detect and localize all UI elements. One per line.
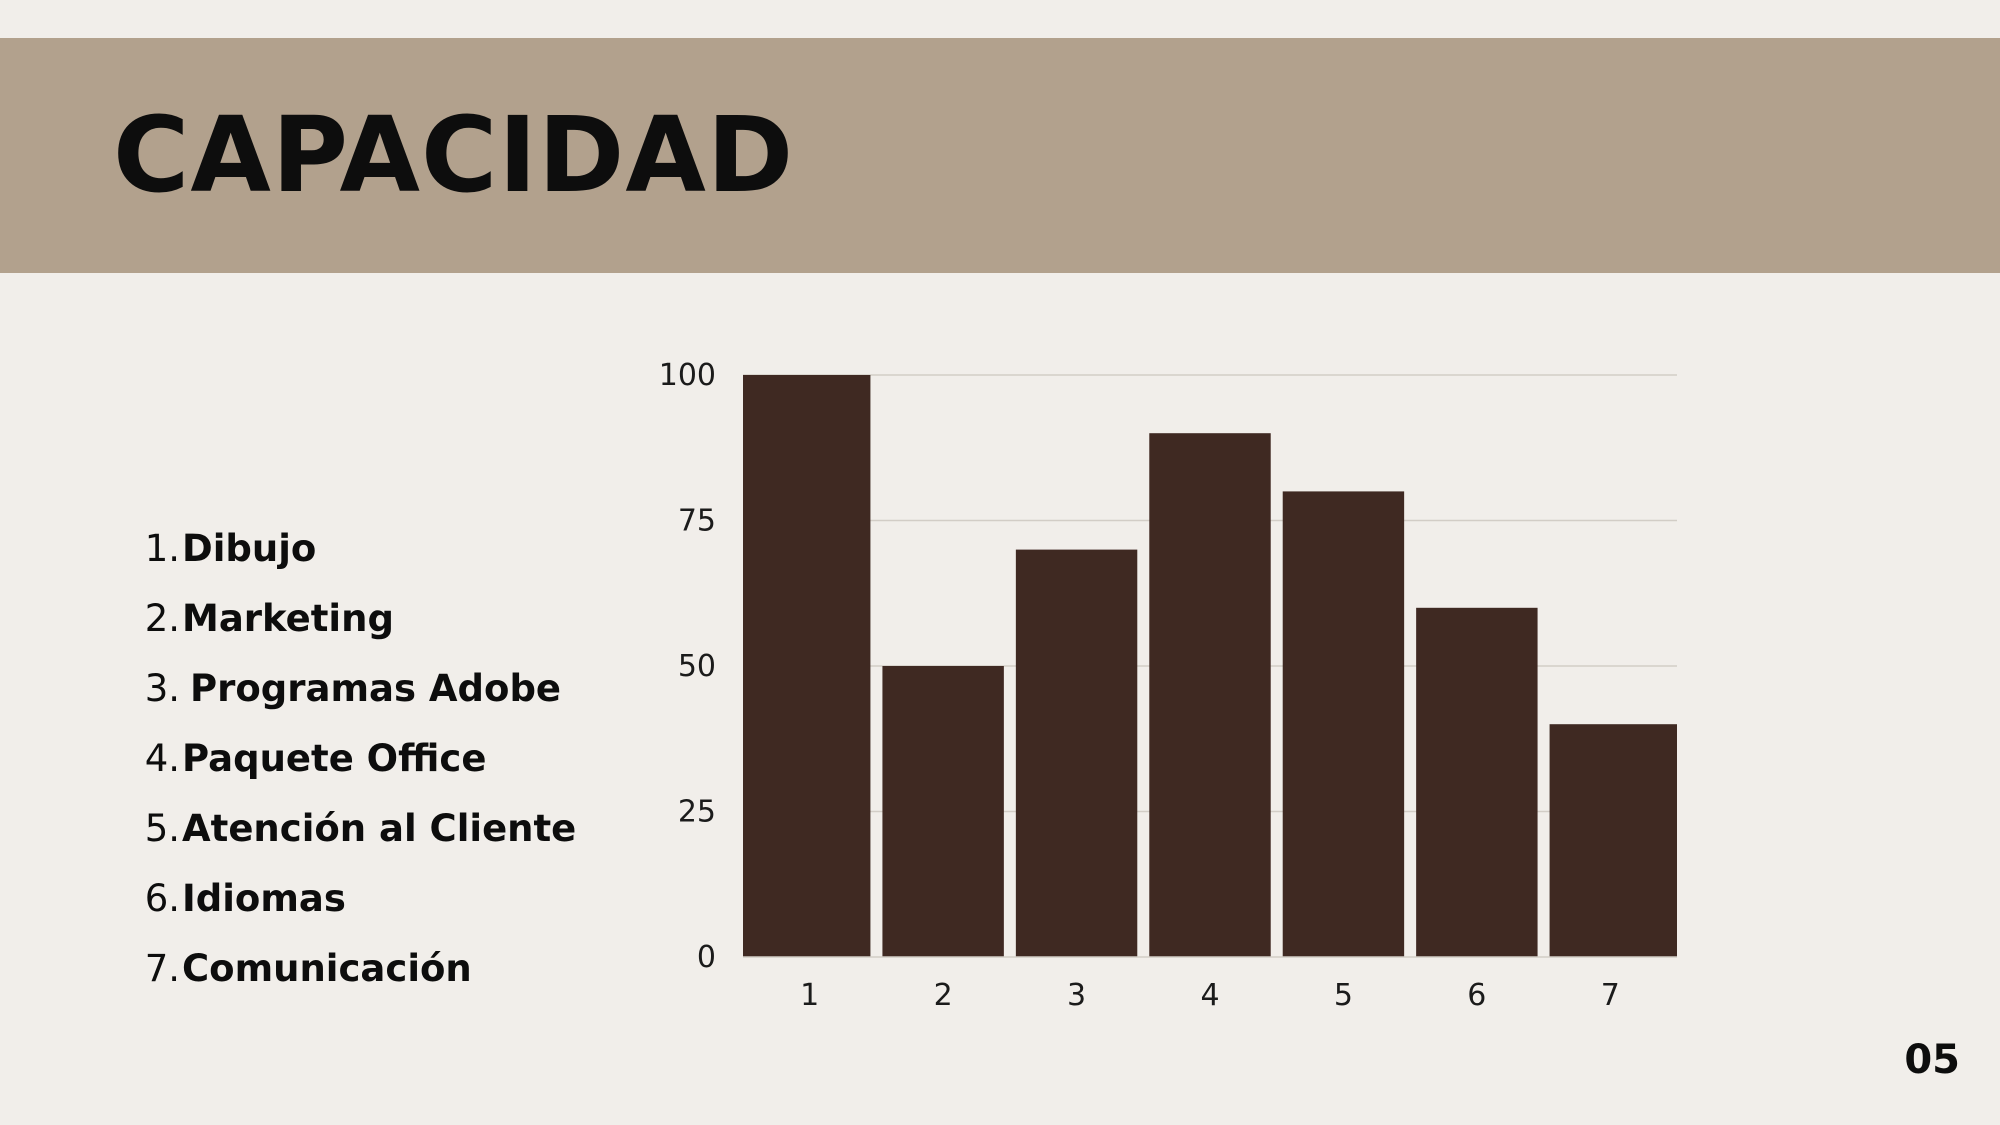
- bar: [1549, 724, 1677, 957]
- y-tick-label: 25: [678, 795, 716, 830]
- bar: [882, 666, 1004, 957]
- x-tick-label: 6: [1467, 978, 1486, 1013]
- list-item-number: 6.: [144, 877, 180, 920]
- bar: [1015, 549, 1138, 957]
- list-item: 3. Programas Adobe: [140, 667, 660, 737]
- page-title: CAPACIDAD: [113, 94, 795, 216]
- y-tick-label: 100: [659, 358, 716, 393]
- bar: [1416, 607, 1538, 957]
- x-tick-label: 3: [1067, 978, 1086, 1013]
- list-item-label: Idiomas: [182, 877, 346, 920]
- list-item-label: Programas Adobe: [190, 667, 562, 710]
- list-item: 7. Comunicación: [140, 947, 660, 1017]
- list-item: 6. Idiomas: [140, 877, 660, 947]
- list-item: 2. Marketing: [140, 597, 660, 667]
- list-item: 1. Dibujo: [140, 527, 660, 597]
- skills-list: 1. Dibujo 2. Marketing 3. Programas Adob…: [140, 527, 660, 1017]
- list-item-number: 4.: [144, 737, 180, 780]
- list-item-label: Marketing: [182, 597, 394, 640]
- x-tick-label: 4: [1200, 978, 1219, 1013]
- list-item-number: 2.: [144, 597, 180, 640]
- y-tick-label: 0: [697, 940, 716, 975]
- list-item-label: Atención al Cliente: [182, 807, 577, 850]
- list-item-number: 1.: [144, 527, 180, 570]
- x-tick-label: 1: [800, 978, 819, 1013]
- header-band: [0, 38, 2000, 273]
- bar: [1149, 433, 1271, 957]
- list-item-number: 3.: [144, 667, 180, 710]
- x-tick-label: 2: [934, 978, 953, 1013]
- page-number: 05: [1904, 1037, 1960, 1083]
- x-tick-label: 5: [1334, 978, 1353, 1013]
- list-item: 5. Atención al Cliente: [140, 807, 660, 877]
- x-tick-label: 7: [1601, 978, 1620, 1013]
- list-item-label: Comunicación: [182, 947, 472, 990]
- y-tick-label: 75: [678, 504, 716, 539]
- bar: [1282, 491, 1405, 957]
- list-item: 4. Paquete Office: [140, 737, 660, 807]
- list-item-number: 7.: [144, 947, 180, 990]
- bar: [743, 375, 871, 957]
- bar-chart: 0 25 50 75 100 1 2 3 4 5 6 7: [659, 358, 1677, 1013]
- list-item-label: Dibujo: [182, 527, 317, 570]
- list-item-number: 5.: [144, 807, 180, 850]
- list-item-label: Paquete Office: [182, 737, 487, 780]
- y-tick-label: 50: [678, 649, 716, 684]
